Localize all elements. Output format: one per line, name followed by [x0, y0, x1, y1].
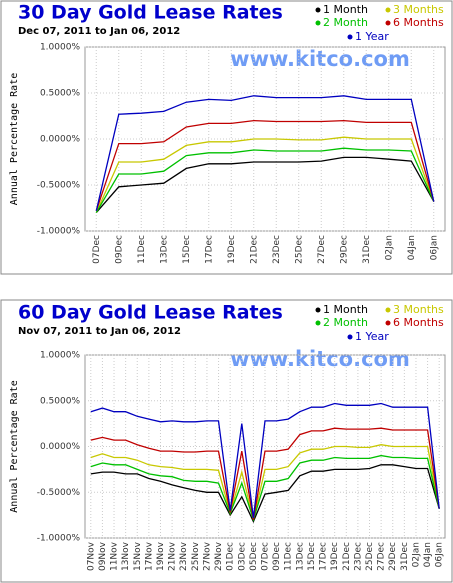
x-tick-label: 15Dec	[182, 235, 192, 264]
x-tick-label: 09Dec	[114, 235, 124, 264]
y-tick-label: 1.0000%	[40, 351, 80, 361]
x-tick-label: 25Dec	[294, 235, 304, 264]
legend-label: 2 Month	[323, 16, 368, 29]
x-tick-label: 31Dec	[400, 542, 410, 571]
x-tick-label: 07Nov	[86, 541, 96, 571]
chart-subtitle: Nov 07, 2011 to Jan 06, 2012	[18, 326, 181, 337]
x-tick-label: 02Jan	[384, 235, 394, 260]
legend-marker	[315, 320, 321, 326]
y-tick-label: 1.0000%	[40, 43, 80, 53]
series-line	[90, 454, 440, 522]
x-tick-label: 07Dec	[92, 235, 102, 264]
x-tick-label: 17Dec	[319, 542, 329, 571]
x-tick-label: 21Dec	[342, 542, 352, 571]
watermark: www.kitco.com	[230, 47, 410, 71]
legend-label: 1 Month	[323, 303, 368, 316]
x-tick-label: 29Nov	[214, 541, 224, 571]
x-tick-label: 11Nov	[110, 541, 120, 571]
chart-subtitle: Dec 07, 2011 to Jan 06, 2012	[18, 26, 180, 37]
series-line	[95, 147, 435, 213]
y-tick-label: -0.5000%	[37, 181, 81, 191]
x-tick-label: 03Dec	[237, 542, 247, 571]
x-tick-label: 17Nov	[144, 541, 154, 571]
chart-title: 30 Day Gold Lease Rates	[18, 2, 283, 24]
y-tick-label: 0.0000%	[40, 135, 80, 145]
series-line	[90, 464, 440, 524]
legend-label: 1 Year	[355, 330, 389, 343]
x-tick-label: 25Nov	[191, 541, 201, 571]
series-line	[95, 156, 435, 214]
x-tick-label: 13Nov	[121, 541, 131, 571]
x-tick-label: 01Dec	[226, 542, 236, 571]
x-tick-label: 31Dec	[362, 235, 372, 264]
y-tick-label: 0.0000%	[40, 442, 80, 452]
legend-label: 6 Months	[393, 16, 444, 29]
series-line	[95, 136, 435, 213]
x-tick-label: 23Dec	[272, 235, 282, 264]
legend-marker	[315, 307, 321, 313]
legend-marker	[315, 20, 321, 26]
x-tick-label: 04Jan	[423, 542, 433, 567]
legend-marker	[385, 320, 391, 326]
series-line	[95, 95, 435, 211]
legend-marker	[385, 7, 391, 13]
x-tick-label: 21Dec	[249, 235, 259, 264]
y-axis-label: Annual Percentage Rate	[9, 380, 20, 512]
y-axis-label: Annual Percentage Rate	[9, 73, 20, 205]
y-tick-label: -1.0000%	[37, 227, 81, 237]
x-tick-label: 27Dec	[377, 542, 387, 571]
x-tick-label: 23Nov	[179, 541, 189, 571]
x-tick-label: 15Nov	[133, 541, 143, 571]
y-tick-label: 0.5000%	[40, 89, 80, 99]
legend-marker	[385, 20, 391, 26]
x-tick-label: 27Nov	[202, 541, 212, 571]
watermark: www.kitco.com	[230, 347, 410, 371]
x-tick-label: 15Dec	[307, 542, 317, 571]
x-tick-label: 13Dec	[295, 542, 305, 571]
x-tick-label: 11Dec	[137, 235, 147, 264]
series-line	[90, 427, 440, 520]
legend-marker	[315, 7, 321, 13]
x-tick-label: 29Dec	[388, 542, 398, 571]
chart-title: 60 Day Gold Lease Rates	[18, 302, 283, 324]
x-tick-label: 29Dec	[339, 235, 349, 264]
x-tick-label: 07Dec	[261, 542, 271, 571]
legend-label: 1 Year	[355, 30, 389, 43]
x-tick-label: 11Dec	[284, 542, 294, 571]
legend-label: 3 Months	[393, 303, 444, 316]
x-tick-label: 06Jan	[429, 235, 439, 260]
x-tick-label: 04Jan	[407, 235, 417, 260]
x-tick-label: 27Dec	[317, 235, 327, 264]
legend-marker	[385, 307, 391, 313]
series-line	[90, 444, 440, 520]
legend-label: 2 Month	[323, 316, 368, 329]
legend-marker	[347, 334, 353, 340]
x-tick-label: 21Nov	[168, 541, 178, 571]
x-tick-label: 09Nov	[98, 541, 108, 571]
y-tick-label: 0.5000%	[40, 396, 80, 406]
x-tick-label: 17Dec	[204, 235, 214, 264]
series-line	[90, 402, 440, 518]
x-tick-label: 06Jan	[435, 542, 445, 567]
x-tick-label: 09Dec	[272, 542, 282, 571]
y-tick-label: -0.5000%	[37, 488, 81, 498]
x-tick-label: 13Dec	[159, 235, 169, 264]
x-tick-label: 02Jan	[411, 542, 421, 567]
x-tick-label: 23Dec	[353, 542, 363, 571]
legend-label: 3 Months	[393, 3, 444, 16]
legend-label: 6 Months	[393, 316, 444, 329]
x-tick-label: 19Dec	[227, 235, 237, 264]
x-tick-label: 25Dec	[365, 542, 375, 571]
legend-label: 1 Month	[323, 3, 368, 16]
y-tick-label: -1.0000%	[37, 534, 81, 544]
series-line	[95, 119, 435, 212]
x-tick-label: 19Nov	[156, 541, 166, 571]
legend-marker	[347, 34, 353, 40]
x-tick-label: 05Dec	[249, 542, 259, 571]
x-tick-label: 19Dec	[330, 542, 340, 571]
panel	[0, 299, 453, 583]
